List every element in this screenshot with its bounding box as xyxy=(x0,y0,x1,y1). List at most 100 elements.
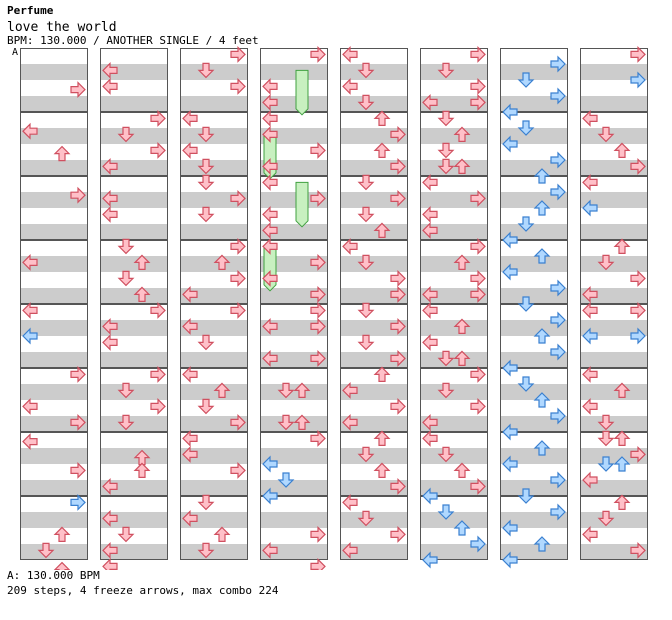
arrow-left-icon xyxy=(582,301,598,319)
measure-box xyxy=(420,240,488,304)
arrow-right-icon xyxy=(550,343,566,361)
beat-stripe xyxy=(500,128,568,144)
arrow-left-icon xyxy=(262,487,278,505)
arrow-down-icon xyxy=(357,94,375,111)
arrow-left-icon xyxy=(262,205,278,223)
arrow-down-icon xyxy=(517,120,535,136)
arrow-right-icon xyxy=(550,151,566,169)
bpm-marker-label: A xyxy=(12,47,19,58)
measure-box xyxy=(20,304,88,368)
chart-column xyxy=(100,48,168,560)
arrow-down-icon xyxy=(117,238,135,255)
beat-stripe xyxy=(500,416,568,432)
arrow-down-icon xyxy=(357,302,375,319)
beat-stripe xyxy=(580,352,648,368)
arrow-down-icon xyxy=(597,456,615,472)
arrow-right-icon xyxy=(470,45,486,63)
arrow-left-icon xyxy=(422,551,438,569)
arrow-left-icon xyxy=(582,471,598,489)
arrow-left-icon xyxy=(342,381,358,399)
song-title: love the world xyxy=(7,20,117,35)
arrow-right-icon xyxy=(550,279,566,297)
measure-box xyxy=(20,368,88,432)
arrow-down-icon xyxy=(117,382,135,399)
arrow-right-icon xyxy=(230,413,246,431)
arrow-left-icon xyxy=(502,135,518,153)
arrow-right-icon xyxy=(230,237,246,255)
arrow-left-icon xyxy=(582,397,598,415)
arrow-right-icon xyxy=(150,301,166,319)
beat-stripe xyxy=(20,96,88,112)
measure-box xyxy=(20,432,88,496)
measure-box xyxy=(340,432,408,496)
measure-box xyxy=(20,48,88,112)
arrow-right-icon xyxy=(630,301,646,319)
arrow-right-icon xyxy=(230,269,246,287)
beat-stripe xyxy=(500,544,568,560)
measure-box xyxy=(180,112,248,176)
measure-box xyxy=(580,304,648,368)
arrow-left-icon xyxy=(102,189,118,207)
arrow-down-icon xyxy=(437,110,455,127)
arrow-left-icon xyxy=(262,349,278,367)
arrow-right-icon xyxy=(470,237,486,255)
beat-stripe xyxy=(20,448,88,464)
arrow-left-icon xyxy=(422,285,438,303)
beat-stripe xyxy=(100,448,168,464)
arrow-left-icon xyxy=(22,327,38,345)
measure-box xyxy=(180,48,248,112)
arrow-up-icon xyxy=(453,350,471,366)
arrow-left-icon xyxy=(262,455,278,473)
beat-stripe xyxy=(580,128,648,144)
arrow-left-icon xyxy=(502,231,518,249)
beat-stripe xyxy=(500,224,568,240)
beat-stripe xyxy=(100,288,168,304)
measure-box xyxy=(420,368,488,432)
measure-box xyxy=(180,432,248,496)
measure-box xyxy=(340,176,408,240)
beat-stripe xyxy=(20,288,88,304)
arrow-left-icon xyxy=(182,429,198,447)
arrow-left-icon xyxy=(102,557,118,570)
arrow-left-icon xyxy=(262,221,278,239)
arrow-right-icon xyxy=(310,557,326,570)
measure-box xyxy=(580,432,648,496)
beat-stripe xyxy=(420,448,488,464)
arrow-right-icon xyxy=(470,535,486,553)
beat-stripe xyxy=(500,384,568,400)
beat-stripe xyxy=(580,256,648,272)
arrow-down-icon xyxy=(357,206,375,223)
arrow-right-icon xyxy=(310,285,326,303)
arrow-right-icon xyxy=(310,45,326,63)
beat-stripe xyxy=(500,512,568,528)
beat-stripe xyxy=(340,448,408,464)
arrow-right-icon xyxy=(390,525,406,543)
arrow-down-icon xyxy=(437,504,455,520)
arrow-right-icon xyxy=(550,87,566,105)
arrow-left-icon xyxy=(502,551,518,569)
beat-stripe xyxy=(420,512,488,528)
beat-stripe xyxy=(100,256,168,272)
arrow-up-icon xyxy=(373,366,391,382)
measure-box xyxy=(580,48,648,112)
arrow-left-icon xyxy=(182,141,198,159)
beat-stripe xyxy=(580,384,648,400)
arrow-right-icon xyxy=(310,253,326,271)
measure-box xyxy=(580,112,648,176)
measure-box xyxy=(420,112,488,176)
measure-box xyxy=(100,304,168,368)
arrow-up-icon xyxy=(613,494,631,510)
beat-stripe xyxy=(20,384,88,400)
beat-stripe xyxy=(500,256,568,272)
beat-stripe xyxy=(340,224,408,240)
arrow-down-icon xyxy=(277,382,295,399)
arrow-right-icon xyxy=(390,477,406,495)
arrow-right-icon xyxy=(470,77,486,95)
arrow-left-icon xyxy=(262,269,278,287)
arrow-right-icon xyxy=(70,186,86,204)
arrow-up-icon xyxy=(533,248,551,264)
measure-box xyxy=(260,112,328,176)
arrow-left-icon xyxy=(182,365,198,383)
measure-box xyxy=(580,496,648,560)
arrow-down-icon xyxy=(197,334,215,351)
